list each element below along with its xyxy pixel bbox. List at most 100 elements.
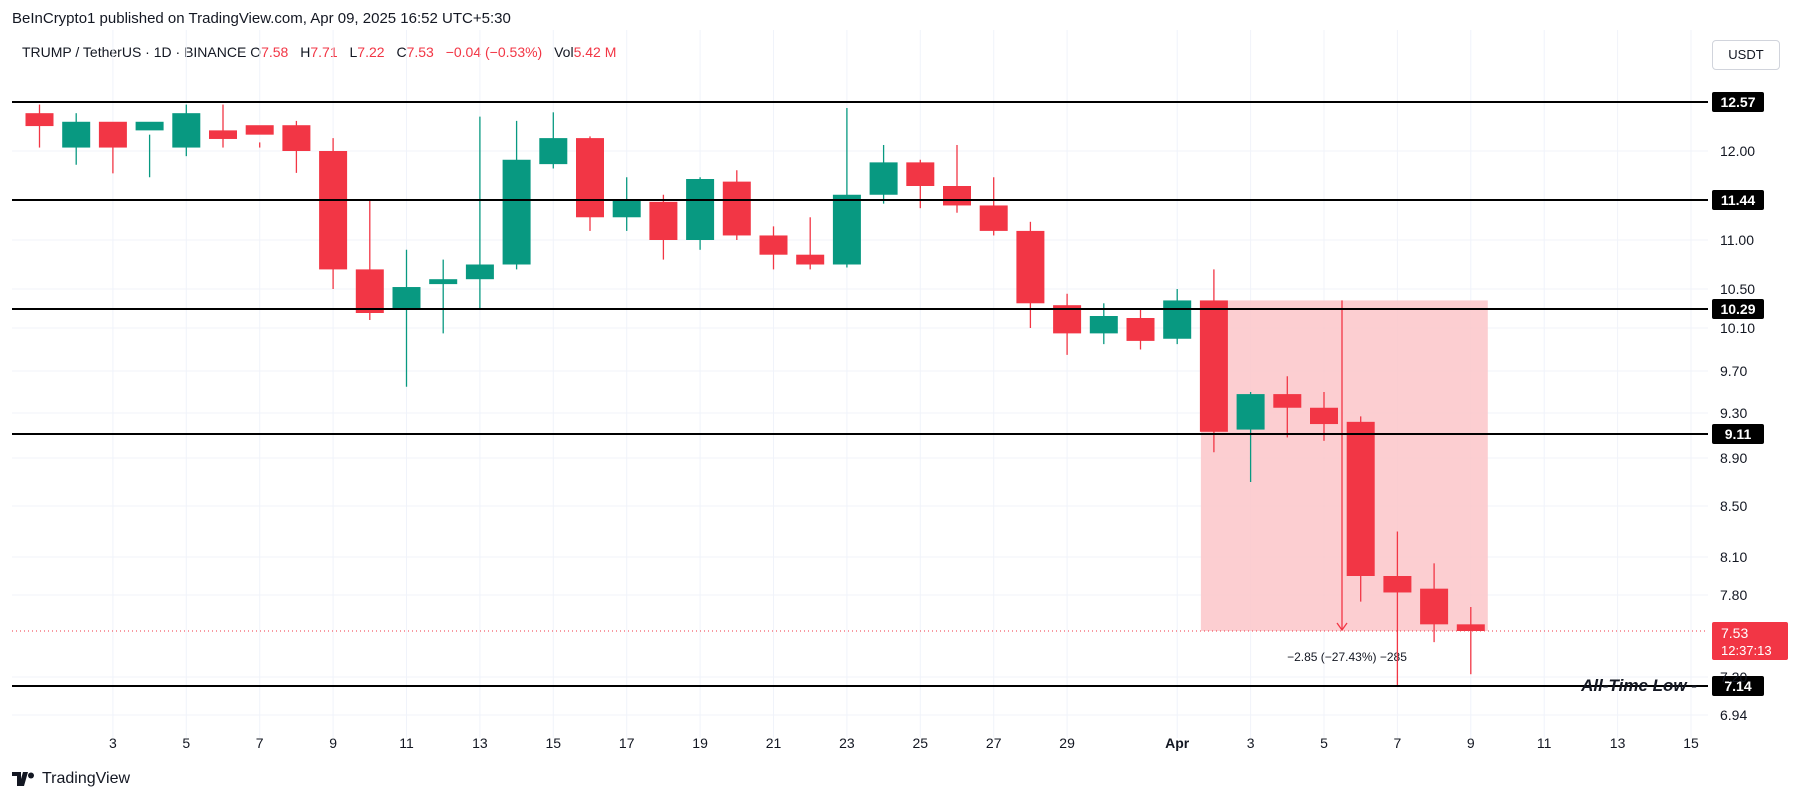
time-tick-label: 3 (109, 735, 117, 751)
currency-button[interactable]: USDT (1712, 40, 1780, 70)
time-tick-label: 23 (839, 735, 855, 751)
time-tick-label: 3 (1247, 735, 1255, 751)
level-tag (1712, 92, 1764, 112)
level-tag-label: 12.57 (1720, 94, 1755, 110)
time-tick-label: Apr (1165, 735, 1190, 751)
candles-layer (25, 104, 1485, 686)
candle (1383, 531, 1412, 686)
price-tick-label: 8.90 (1720, 450, 1747, 466)
high-value: 7.71 (310, 44, 338, 60)
candle (1420, 563, 1449, 643)
measure-box-layer: −2.85 (−27.43%) −285 (1200, 300, 1488, 664)
candle (245, 125, 274, 148)
candle-body (1163, 300, 1192, 339)
price-tick-label: 7.20 (1720, 669, 1747, 685)
candle-body (612, 199, 641, 218)
level-tag-label: 9.11 (1725, 426, 1752, 442)
candle-body (1236, 394, 1265, 430)
volume-label: Vol (554, 44, 574, 60)
candle (1163, 289, 1192, 345)
candle (686, 177, 715, 250)
candle (832, 108, 861, 268)
candle (1456, 607, 1485, 675)
candle (1199, 269, 1228, 453)
candle-body (1310, 407, 1338, 425)
candle-body (906, 162, 935, 186)
level-tag-label: 11.44 (1721, 192, 1755, 208)
candle (759, 226, 788, 270)
measure-box (1200, 300, 1488, 631)
open-value: 7.58 (261, 44, 289, 60)
time-tick-label: 5 (1320, 735, 1328, 751)
time-axis: 3 5 7 9 11 13 15 17 19 21 23 25 27 29 Apr 3 5 7 9 11 13 15 (109, 735, 1699, 751)
candle (392, 249, 421, 387)
price-tick-label: 12.00 (1720, 143, 1755, 159)
candle-body (832, 194, 861, 265)
time-tick-label: 9 (329, 735, 337, 751)
time-tick-label: 15 (1683, 735, 1699, 751)
candle-body (355, 269, 384, 313)
low-label: L (349, 44, 358, 60)
price-chart[interactable]: −2.85 (−27.43%) −285 12.57 11.44 10.29 9.11… (0, 0, 1804, 760)
candle-body (25, 113, 54, 127)
candle-body (209, 130, 237, 139)
symbol-name[interactable]: TRUMP / TetherUS · 1D · BINANCE (22, 44, 247, 60)
candle (722, 170, 751, 240)
candle-body (1016, 230, 1045, 304)
price-tick-label: 6.94 (1720, 707, 1747, 723)
level-tag-label: 10.29 (1720, 301, 1755, 317)
candle (869, 144, 898, 204)
time-tick-label: 21 (766, 735, 782, 751)
candle-body (392, 287, 421, 309)
current-price-tag (1712, 622, 1788, 660)
level-tag (1712, 190, 1764, 210)
open-label: O (250, 44, 262, 60)
time-tick-label: 19 (692, 735, 708, 751)
price-tick-label: 8.10 (1720, 549, 1747, 565)
candle-body (429, 279, 458, 285)
candle-body (1383, 576, 1412, 593)
candle-body (539, 138, 568, 165)
level-tag (1712, 424, 1764, 444)
candle-body (1089, 316, 1118, 334)
candle (1273, 376, 1302, 438)
candle (282, 120, 311, 173)
candle-body (869, 162, 898, 195)
price-tick-label: 10.10 (1720, 320, 1755, 336)
change-value: −0.04 (−0.53%) (445, 44, 543, 60)
current-price-label: 7.53 (1721, 625, 1748, 641)
candle-body (98, 121, 127, 148)
candle (979, 177, 1008, 236)
candle-body (1273, 394, 1302, 408)
candle (649, 194, 678, 260)
candle-body (759, 235, 788, 255)
high-label: H (300, 44, 311, 60)
candle-body (1420, 588, 1449, 625)
time-tick-label: 7 (1394, 735, 1402, 751)
time-tick-label: 9 (1467, 735, 1475, 751)
symbol-legend: TRUMP / TetherUS · 1D · BINANCE O7.58 H7… (22, 44, 624, 60)
time-tick-label: 5 (182, 735, 190, 751)
candle-body (62, 121, 91, 148)
measure-arrow-head (1336, 622, 1348, 632)
time-tick-label: 29 (1059, 735, 1075, 751)
publisher-caption: BeInCrypto1 published on TradingView.com… (12, 10, 511, 27)
candle (943, 144, 971, 213)
candle (502, 120, 531, 270)
candle-body (245, 125, 274, 135)
candle-body (135, 121, 164, 131)
candle (62, 113, 91, 165)
candle (135, 121, 164, 178)
time-tick-label: 27 (986, 735, 1002, 751)
level-tag-label: 7.14 (1724, 678, 1751, 694)
tradingview-brand: TradingView (12, 770, 130, 788)
candle (1310, 392, 1338, 441)
countdown-label: 12:37:13 (1721, 643, 1772, 658)
price-axis: 12.00 11.00 10.50 10.10 9.70 9.30 8.90 8.50 8.10… (1720, 143, 1755, 723)
candle-body (502, 159, 531, 265)
levels-layer: 12.57 11.44 10.29 9.11 7.14 All-Time Low - 7.5… (12, 92, 1788, 696)
level-tag (1712, 299, 1764, 319)
price-tick-label: 9.30 (1720, 405, 1747, 421)
candle (429, 259, 458, 334)
level-annotation: All-Time Low - (1580, 676, 1697, 695)
